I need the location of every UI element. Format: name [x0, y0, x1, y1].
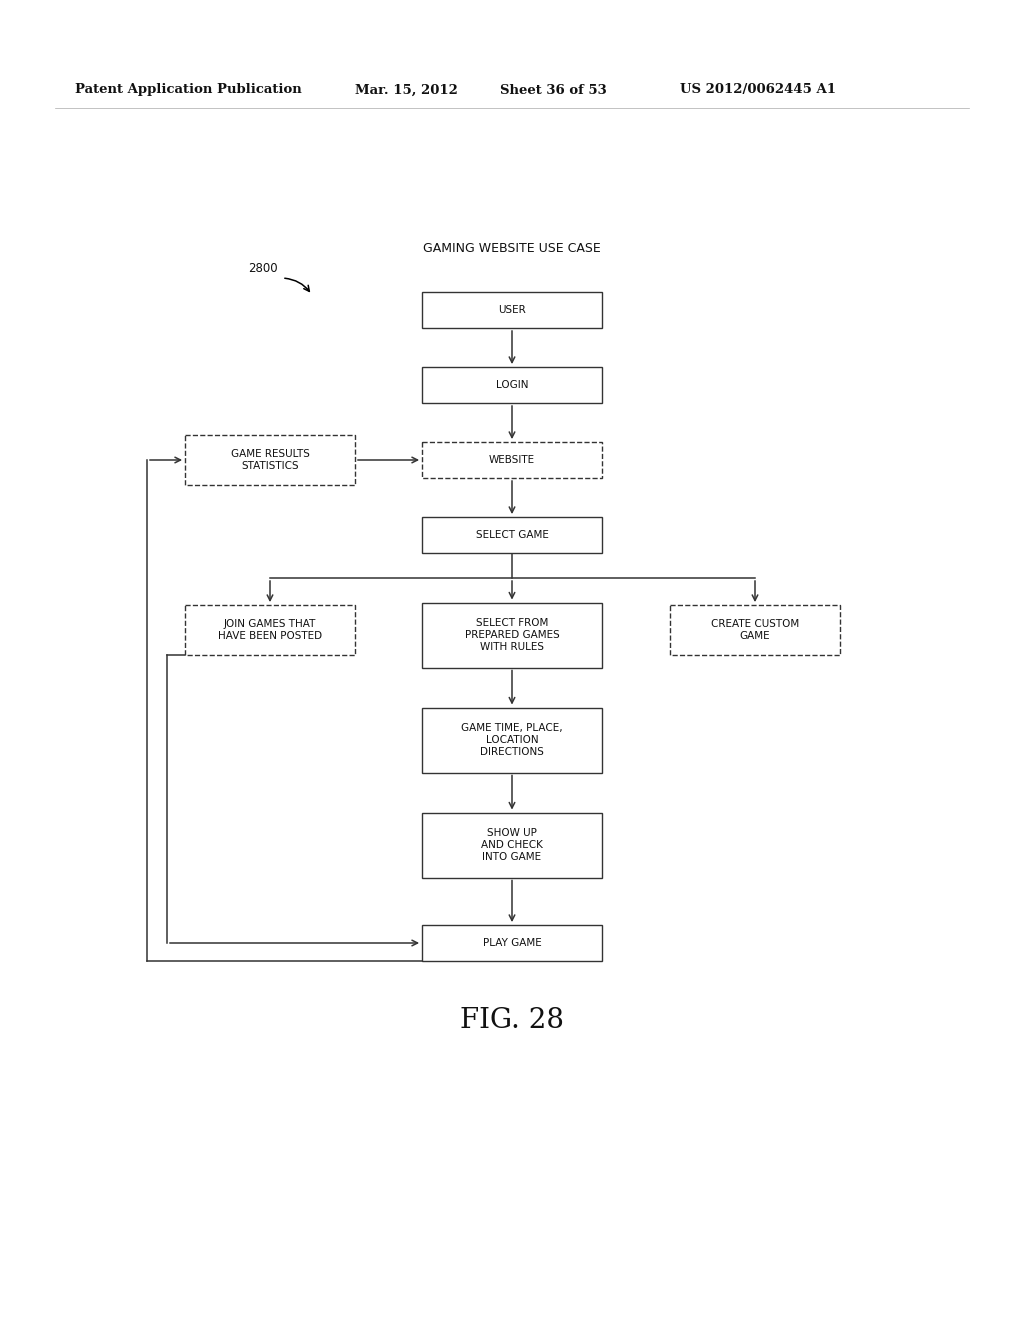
FancyBboxPatch shape — [422, 442, 602, 478]
Text: GAME TIME, PLACE,
LOCATION
DIRECTIONS: GAME TIME, PLACE, LOCATION DIRECTIONS — [461, 723, 563, 756]
Text: SHOW UP
AND CHECK
INTO GAME: SHOW UP AND CHECK INTO GAME — [481, 829, 543, 862]
Text: Mar. 15, 2012: Mar. 15, 2012 — [355, 83, 458, 96]
FancyBboxPatch shape — [422, 708, 602, 772]
FancyBboxPatch shape — [185, 436, 355, 484]
Text: FIG. 28: FIG. 28 — [460, 1006, 564, 1034]
Text: Sheet 36 of 53: Sheet 36 of 53 — [500, 83, 607, 96]
FancyBboxPatch shape — [422, 517, 602, 553]
FancyBboxPatch shape — [185, 605, 355, 655]
Text: GAME RESULTS
STATISTICS: GAME RESULTS STATISTICS — [230, 449, 309, 471]
Text: US 2012/0062445 A1: US 2012/0062445 A1 — [680, 83, 836, 96]
FancyBboxPatch shape — [422, 602, 602, 668]
Text: 2800: 2800 — [248, 261, 278, 275]
Text: LOGIN: LOGIN — [496, 380, 528, 389]
FancyBboxPatch shape — [422, 367, 602, 403]
Text: SELECT GAME: SELECT GAME — [475, 531, 549, 540]
Text: GAMING WEBSITE USE CASE: GAMING WEBSITE USE CASE — [423, 242, 601, 255]
Text: JOIN GAMES THAT
HAVE BEEN POSTED: JOIN GAMES THAT HAVE BEEN POSTED — [218, 619, 323, 640]
FancyBboxPatch shape — [670, 605, 840, 655]
Text: Patent Application Publication: Patent Application Publication — [75, 83, 302, 96]
Text: CREATE CUSTOM
GAME: CREATE CUSTOM GAME — [711, 619, 799, 640]
FancyBboxPatch shape — [422, 925, 602, 961]
Text: WEBSITE: WEBSITE — [488, 455, 536, 465]
FancyBboxPatch shape — [422, 813, 602, 878]
Text: USER: USER — [498, 305, 526, 315]
Text: SELECT FROM
PREPARED GAMES
WITH RULES: SELECT FROM PREPARED GAMES WITH RULES — [465, 618, 559, 652]
Text: PLAY GAME: PLAY GAME — [482, 939, 542, 948]
FancyBboxPatch shape — [422, 292, 602, 327]
